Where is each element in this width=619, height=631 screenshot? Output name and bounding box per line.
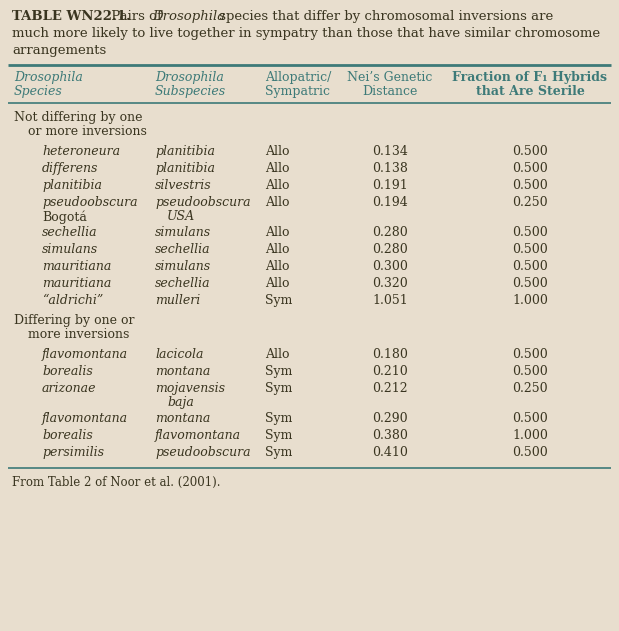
Text: Sym: Sym <box>265 382 292 395</box>
Text: Differing by one or: Differing by one or <box>14 314 134 327</box>
Text: 0.250: 0.250 <box>512 382 548 395</box>
Text: 0.500: 0.500 <box>512 412 548 425</box>
Text: sechellia: sechellia <box>155 243 210 256</box>
Text: Allo: Allo <box>265 226 290 239</box>
Text: mauritiana: mauritiana <box>42 260 111 273</box>
Text: Allo: Allo <box>265 243 290 256</box>
Text: pseudoobscura: pseudoobscura <box>155 196 251 209</box>
Text: Drosophila: Drosophila <box>14 71 83 84</box>
Text: mojavensis: mojavensis <box>155 382 225 395</box>
Text: 0.138: 0.138 <box>372 162 408 175</box>
Text: 0.500: 0.500 <box>512 260 548 273</box>
Text: pseudoobscura: pseudoobscura <box>42 196 137 209</box>
Text: pseudoobscura: pseudoobscura <box>155 446 251 459</box>
Text: silvestris: silvestris <box>155 179 212 192</box>
Text: flavomontana: flavomontana <box>155 429 241 442</box>
Text: or more inversions: or more inversions <box>28 125 147 138</box>
Text: montana: montana <box>155 365 210 378</box>
Text: 0.410: 0.410 <box>372 446 408 459</box>
Text: 0.191: 0.191 <box>372 179 408 192</box>
Text: sechellia: sechellia <box>155 277 210 290</box>
Text: more inversions: more inversions <box>28 328 129 341</box>
Text: Sym: Sym <box>265 365 292 378</box>
Text: 0.500: 0.500 <box>512 277 548 290</box>
Text: Sym: Sym <box>265 294 292 307</box>
Text: 0.194: 0.194 <box>372 196 408 209</box>
Text: Pairs of: Pairs of <box>107 10 166 23</box>
Text: flavomontana: flavomontana <box>42 412 128 425</box>
Text: Allo: Allo <box>265 145 290 158</box>
Text: Allo: Allo <box>265 277 290 290</box>
Text: 0.500: 0.500 <box>512 162 548 175</box>
Text: USA: USA <box>167 210 195 223</box>
Text: 0.320: 0.320 <box>372 277 408 290</box>
Text: planitibia: planitibia <box>155 162 215 175</box>
Text: 0.250: 0.250 <box>512 196 548 209</box>
Text: much more likely to live together in sympatry than those that have similar chrom: much more likely to live together in sym… <box>12 27 600 40</box>
Text: simulans: simulans <box>155 260 211 273</box>
Text: differens: differens <box>42 162 98 175</box>
Text: From Table 2 of Noor et al. (2001).: From Table 2 of Noor et al. (2001). <box>12 476 220 489</box>
Text: 0.500: 0.500 <box>512 365 548 378</box>
Text: Allo: Allo <box>265 179 290 192</box>
Text: Species: Species <box>14 85 63 98</box>
Text: species that differ by chromosomal inversions are: species that differ by chromosomal inver… <box>215 10 553 23</box>
Text: mauritiana: mauritiana <box>42 277 111 290</box>
Text: 0.210: 0.210 <box>372 365 408 378</box>
Text: flavomontana: flavomontana <box>42 348 128 361</box>
Text: mulleri: mulleri <box>155 294 201 307</box>
Text: 0.280: 0.280 <box>372 226 408 239</box>
Text: Distance: Distance <box>362 85 418 98</box>
Text: baja: baja <box>167 396 194 409</box>
Text: borealis: borealis <box>42 365 93 378</box>
Text: Allo: Allo <box>265 348 290 361</box>
Text: 0.500: 0.500 <box>512 145 548 158</box>
Text: 0.290: 0.290 <box>372 412 408 425</box>
Text: lacicola: lacicola <box>155 348 204 361</box>
Text: 0.134: 0.134 <box>372 145 408 158</box>
Text: planitibia: planitibia <box>42 179 102 192</box>
Text: Sym: Sym <box>265 446 292 459</box>
Text: Sym: Sym <box>265 429 292 442</box>
Text: arrangements: arrangements <box>12 44 106 57</box>
Text: Sympatric: Sympatric <box>265 85 330 98</box>
Text: planitibia: planitibia <box>155 145 215 158</box>
Text: 0.500: 0.500 <box>512 226 548 239</box>
Text: Allo: Allo <box>265 196 290 209</box>
Text: Fraction of F₁ Hybrids: Fraction of F₁ Hybrids <box>452 71 607 84</box>
Text: Allo: Allo <box>265 162 290 175</box>
Text: Drosophila: Drosophila <box>152 10 225 23</box>
Text: 0.180: 0.180 <box>372 348 408 361</box>
Text: “aldrichi”: “aldrichi” <box>42 294 103 307</box>
Text: TABLE WN22.1.: TABLE WN22.1. <box>12 10 131 23</box>
Text: 0.300: 0.300 <box>372 260 408 273</box>
Text: simulans: simulans <box>42 243 98 256</box>
Text: 0.500: 0.500 <box>512 348 548 361</box>
Text: Allopatric/: Allopatric/ <box>265 71 331 84</box>
Text: 0.500: 0.500 <box>512 243 548 256</box>
Text: arizonae: arizonae <box>42 382 97 395</box>
Text: 0.280: 0.280 <box>372 243 408 256</box>
Text: 0.500: 0.500 <box>512 446 548 459</box>
Text: montana: montana <box>155 412 210 425</box>
Text: borealis: borealis <box>42 429 93 442</box>
Text: 0.380: 0.380 <box>372 429 408 442</box>
Text: 0.212: 0.212 <box>372 382 408 395</box>
Text: 0.500: 0.500 <box>512 179 548 192</box>
Text: 1.000: 1.000 <box>512 294 548 307</box>
Text: Not differing by one: Not differing by one <box>14 111 142 124</box>
Text: persimilis: persimilis <box>42 446 104 459</box>
Text: Drosophila: Drosophila <box>155 71 224 84</box>
Text: sechellia: sechellia <box>42 226 98 239</box>
Text: simulans: simulans <box>155 226 211 239</box>
Text: Allo: Allo <box>265 260 290 273</box>
Text: 1.051: 1.051 <box>372 294 408 307</box>
Text: that Are Sterile: that Are Sterile <box>475 85 584 98</box>
Text: Nei’s Genetic: Nei’s Genetic <box>347 71 433 84</box>
Text: Bogotá: Bogotá <box>42 210 87 223</box>
Text: heteroneura: heteroneura <box>42 145 120 158</box>
Text: Sym: Sym <box>265 412 292 425</box>
Text: Subspecies: Subspecies <box>155 85 226 98</box>
Text: 1.000: 1.000 <box>512 429 548 442</box>
